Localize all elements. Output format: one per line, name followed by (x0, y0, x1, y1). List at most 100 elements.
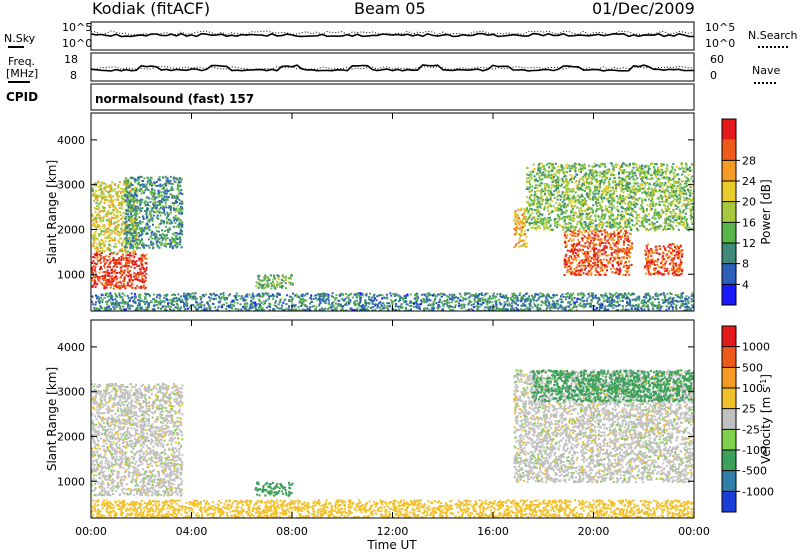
scatter-cell (345, 309, 348, 311)
scatter-cell (647, 165, 650, 168)
scatter-cell (268, 279, 271, 281)
scatter-cell (244, 298, 247, 301)
scatter-cell (581, 296, 584, 299)
scatter-cell (624, 308, 627, 311)
scatter-cell (632, 191, 634, 194)
scatter-cell (570, 211, 573, 214)
scatter-cell (413, 305, 416, 308)
scatter-cell (108, 193, 111, 196)
scatter-cell (593, 309, 596, 311)
scatter-cell (400, 296, 403, 299)
scatter-cell (250, 296, 253, 299)
scatter-cell (125, 185, 128, 188)
scatter-cell (130, 234, 133, 237)
scatter-cell (172, 176, 175, 179)
scatter-cell (284, 279, 287, 281)
scatter-cell (572, 300, 575, 303)
scatter-cell (116, 198, 119, 201)
scatter-cell (94, 253, 97, 256)
scatter-cell (108, 225, 111, 228)
scatter-cell (127, 226, 130, 229)
scatter-cell (176, 304, 179, 307)
scatter-cell (144, 303, 146, 306)
scatter-cell (252, 292, 254, 295)
scatter-cell (624, 292, 627, 295)
scatter-cell (684, 198, 687, 201)
scatter-cell (155, 211, 157, 214)
scatter-cell (692, 300, 694, 302)
scatter-cell (474, 296, 477, 299)
scatter-cell (544, 221, 547, 224)
scatter-cell (635, 227, 638, 230)
scatter-cell (163, 236, 166, 239)
scatter-cell (98, 253, 101, 256)
scatter-cell (142, 216, 145, 219)
scatter-cell (689, 214, 692, 217)
scatter-cell (97, 185, 100, 188)
scatter-cell (180, 188, 183, 191)
scatter-cell (147, 244, 150, 247)
scatter-cell (152, 223, 154, 226)
scatter-cell (471, 294, 474, 297)
scatter-cell (174, 181, 177, 184)
scatter-cell (124, 237, 127, 240)
scatter-cell (537, 303, 540, 306)
scatter-cell (112, 189, 115, 192)
scatter-cell (683, 175, 686, 178)
scatter-cell (416, 292, 419, 295)
scatter-cell (385, 293, 388, 296)
scatter-cell (628, 303, 631, 306)
scatter-cell (601, 200, 604, 203)
scatter-cell (518, 239, 521, 242)
scatter-cell (634, 211, 637, 214)
scatter-cell (112, 266, 115, 269)
scatter-cell (160, 194, 163, 197)
scatter-cell (520, 304, 523, 307)
scatter-cell (632, 172, 635, 175)
scatter-cell (143, 185, 146, 188)
scatter-cell (445, 300, 448, 302)
scatter-cell (104, 198, 107, 201)
scatter-cell (420, 300, 423, 303)
scatter-cell (473, 294, 475, 297)
scatter-cell (621, 305, 624, 308)
scatter-cell (607, 180, 610, 183)
scatter-cell (131, 305, 134, 308)
scatter-cell (124, 220, 127, 223)
scatter-cell (98, 218, 101, 221)
scatter-cell (130, 240, 133, 242)
freq-panel (90, 52, 695, 82)
scatter-cell (595, 196, 598, 199)
scatter-cell (384, 306, 387, 309)
scatter-cell (102, 187, 105, 190)
scatter-cell (159, 241, 162, 244)
scatter-cell (645, 301, 648, 304)
scatter-cell (133, 263, 136, 266)
scatter-cell (654, 229, 657, 232)
scatter-cell (254, 301, 257, 304)
scatter-cell (126, 267, 129, 270)
scatter-cell (126, 243, 129, 246)
scatter-cell (132, 230, 135, 232)
scatter-cell (669, 292, 671, 295)
scatter-cell (91, 271, 94, 274)
scatter-cell (580, 304, 583, 307)
scatter-cell (323, 295, 326, 297)
scatter-cell (628, 173, 631, 176)
scatter-cell (371, 301, 374, 304)
scatter-cell (380, 303, 383, 306)
scatter-cell (228, 309, 231, 311)
scatter-cell (525, 242, 527, 245)
scatter-cell (129, 211, 132, 214)
scatter-cell (144, 189, 147, 192)
scatter-cell (467, 296, 470, 299)
scatter-cell (410, 302, 413, 305)
scatter-cell (123, 276, 126, 279)
scatter-cell (665, 305, 668, 308)
scatter-cell (150, 212, 153, 215)
scatter-cell (219, 293, 222, 296)
scatter-cell (664, 296, 666, 299)
scatter-cell (562, 307, 565, 310)
scatter-cell (97, 182, 100, 185)
scatter-cell (117, 204, 120, 206)
